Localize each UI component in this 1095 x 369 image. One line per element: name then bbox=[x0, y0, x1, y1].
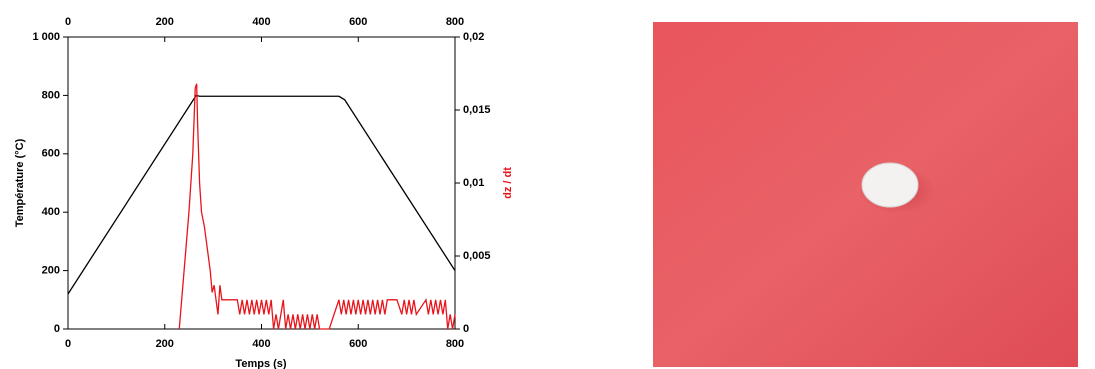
y2-tick-label: 0 bbox=[463, 323, 469, 335]
x-top-tick-label: 800 bbox=[446, 16, 464, 28]
y-tick-label: 1 000 bbox=[32, 31, 60, 43]
x-tick-label: 0 bbox=[65, 338, 71, 350]
x-tick-label: 600 bbox=[349, 338, 367, 350]
y2-tick-label: 0,01 bbox=[463, 177, 484, 189]
x-top-tick-label: 200 bbox=[156, 16, 174, 28]
plot-frame bbox=[67, 36, 456, 330]
x-tick-label: 200 bbox=[156, 338, 174, 350]
y2-tick-label: 0,005 bbox=[463, 250, 491, 262]
y-tick-label: 200 bbox=[42, 265, 60, 277]
y-tick-label: 800 bbox=[42, 89, 60, 101]
x-top-tick-label: 0 bbox=[65, 16, 71, 28]
series-line bbox=[178, 83, 456, 330]
y-tick-label: 0 bbox=[54, 323, 60, 335]
photo bbox=[653, 22, 1078, 367]
x-axis-title: Temps (s) bbox=[235, 358, 286, 369]
x-tick-label: 800 bbox=[446, 338, 464, 350]
y2-tick-label: 0,015 bbox=[463, 104, 491, 116]
x-top-tick-label: 400 bbox=[252, 16, 270, 28]
x-tick-label: 400 bbox=[252, 338, 270, 350]
y2-axis-title: dz / dt bbox=[502, 167, 514, 199]
y-tick-label: 400 bbox=[42, 206, 60, 218]
series-line bbox=[67, 94, 456, 295]
y2-tick-label: 0,02 bbox=[463, 31, 484, 43]
x-top-tick-label: 600 bbox=[349, 16, 367, 28]
y-tick-label: 600 bbox=[42, 148, 60, 160]
white-pellet bbox=[861, 162, 919, 208]
y-axis-title: Température (°C) bbox=[14, 138, 26, 227]
